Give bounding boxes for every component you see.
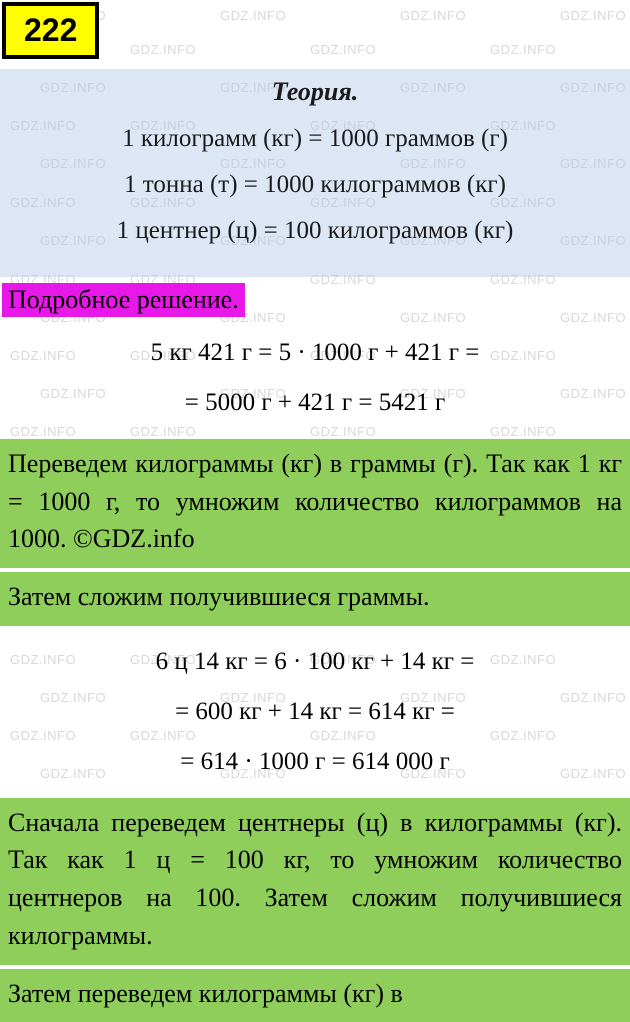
explanation-1-text: Переведем килограммы (кг) в граммы (г). … [8, 449, 622, 553]
theory-title: Теория. [0, 77, 630, 107]
calc2-line1: 6 ц 14 кг = 6 · 100 кг + 14 кг = [0, 648, 630, 676]
calc1-line1: 5 кг 421 г = 5 · 1000 г + 421 г = [0, 339, 630, 367]
explanation-2-text: Затем сложим получившиеся граммы. [8, 582, 429, 611]
explanation-1: Переведем килограммы (кг) в граммы (г). … [0, 439, 630, 568]
theory-line-2: 1 тонна (т) = 1000 килограммов (кг) [0, 171, 630, 199]
explanation-4: Затем переведем килограммы (кг) в [0, 969, 630, 1022]
solution-label-text: Подробное решение. [8, 285, 239, 314]
theory-line-3: 1 центнер (ц) = 100 килограммов (кг) [0, 217, 630, 245]
calc2-line3: = 614 · 1000 г = 614 000 г [0, 748, 630, 776]
explanation-3-text: Сначала переведем центнеры (ц) в килогра… [8, 808, 622, 950]
explanation-2: Затем сложим получившиеся граммы. [0, 572, 630, 626]
theory-block: Теория. 1 килограмм (кг) = 1000 граммов … [0, 69, 630, 277]
solution-label: Подробное решение. [2, 283, 245, 317]
content-root: 222 Теория. 1 килограмм (кг) = 1000 грам… [0, 0, 630, 1022]
explanation-4-text: Затем переведем килограммы (кг) в [8, 979, 403, 1008]
calc1-line2: = 5000 г + 421 г = 5421 г [0, 389, 630, 417]
problem-number: 222 [24, 12, 77, 48]
explanation-3: Сначала переведем центнеры (ц) в килогра… [0, 798, 630, 965]
theory-line-1: 1 килограмм (кг) = 1000 граммов (г) [0, 125, 630, 153]
problem-number-badge: 222 [2, 2, 99, 59]
calc2-line2: = 600 кг + 14 кг = 614 кг = [0, 698, 630, 726]
